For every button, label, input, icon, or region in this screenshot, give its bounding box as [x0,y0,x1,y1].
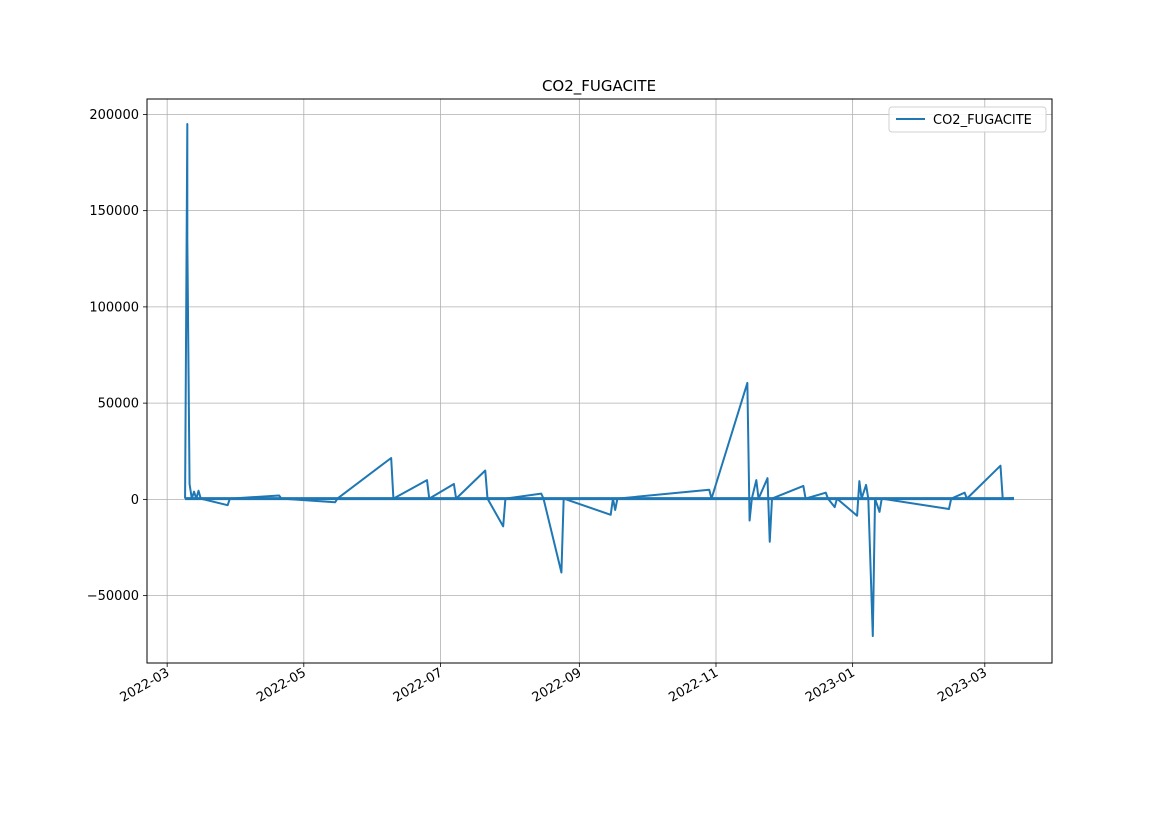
plot-area-frame [146,98,1053,664]
y-tick-label: 150000 [89,204,139,219]
legend-box [888,106,1047,133]
legend-label: CO2_FUGACITE [933,113,1032,128]
series-group [184,123,1014,638]
y-tick-label: 0 [131,493,139,508]
y-tick-label: −50000 [87,589,139,604]
y-axis: −50000 0 50000 100000 150000 200000 [87,108,147,604]
legend: CO2_FUGACITE [888,106,1047,133]
y-tick-label: 200000 [89,108,139,123]
y-tick-label: 50000 [98,397,139,412]
y-tick-label: 100000 [89,300,139,315]
chart-title: CO2_FUGACITE [542,77,656,96]
